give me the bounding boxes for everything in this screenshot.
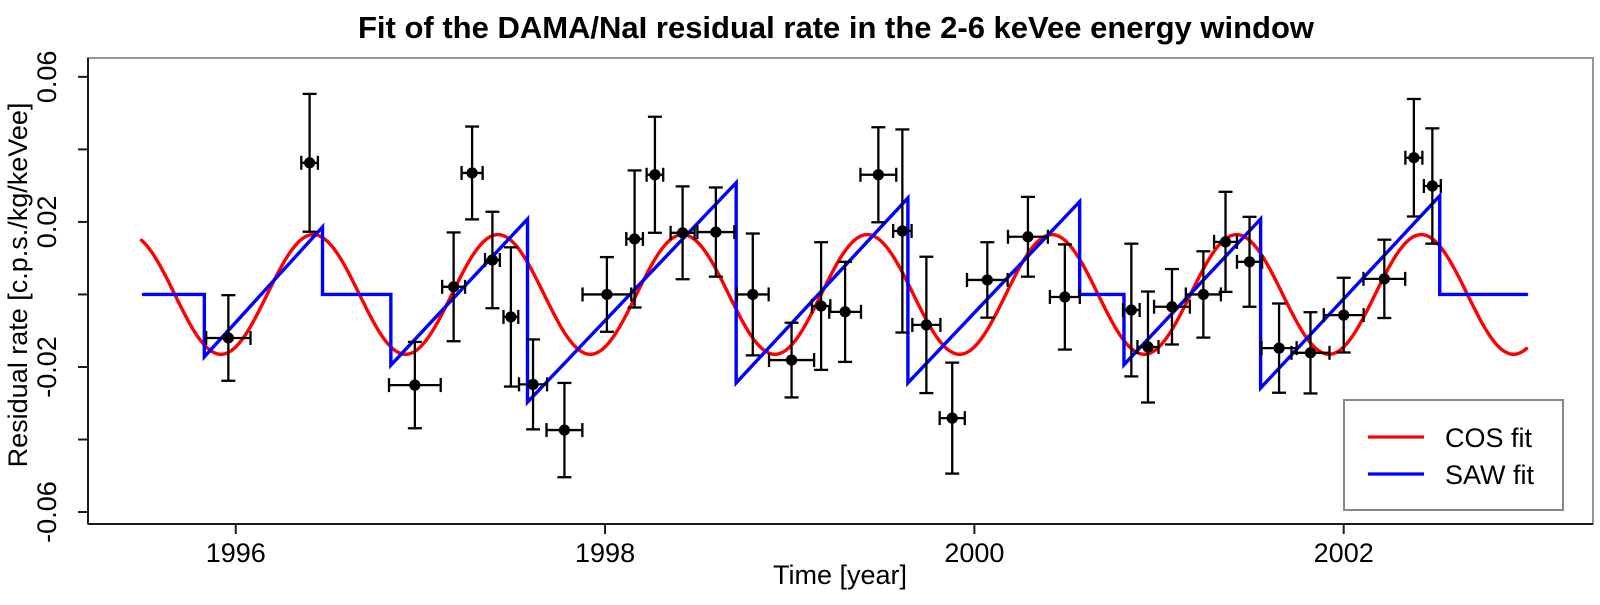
data-point-marker xyxy=(1022,231,1034,243)
data-point-marker xyxy=(1166,301,1178,313)
saw-fit-curve xyxy=(141,178,1529,407)
data-point-marker xyxy=(1219,236,1232,248)
data-point-marker xyxy=(486,254,499,266)
data-point-marker xyxy=(1338,309,1350,321)
data-point-marker xyxy=(1142,341,1154,353)
data-point xyxy=(1235,215,1264,308)
data-point xyxy=(300,92,320,233)
data-point-marker xyxy=(677,227,689,239)
data-point-marker xyxy=(649,169,661,181)
data-point xyxy=(1136,290,1160,404)
y-tick-label: -0.02 xyxy=(32,336,62,398)
y-tick-label: -0.06 xyxy=(32,481,62,543)
data-point-marker xyxy=(1125,304,1137,316)
data-point-marker xyxy=(710,226,722,238)
data-point-marker xyxy=(303,157,316,169)
data-point-marker xyxy=(1426,180,1438,192)
data-point xyxy=(810,241,832,372)
data-point-marker xyxy=(920,319,932,331)
data-point xyxy=(1184,250,1223,339)
data-point-marker xyxy=(747,288,759,301)
legend-cos-label: COS fit xyxy=(1445,423,1533,453)
data-point xyxy=(460,125,484,221)
data-points-layer xyxy=(205,92,1442,479)
data-point xyxy=(581,255,633,333)
y-axis-label: Residual rate [c.p.s./kg/keVee] xyxy=(3,103,33,468)
chart-title: Fit of the DAMA/NaI residual rate in the… xyxy=(358,10,1315,45)
data-point-marker xyxy=(1273,342,1285,354)
data-point xyxy=(767,321,816,399)
data-point xyxy=(387,340,442,430)
data-point-marker xyxy=(466,167,478,179)
y-tick-label: 0.06 xyxy=(32,51,62,104)
y-tick-label: 0.02 xyxy=(32,196,62,249)
data-point xyxy=(1212,190,1239,294)
data-point xyxy=(1006,195,1050,278)
data-point-marker xyxy=(1243,256,1256,268)
data-point-marker xyxy=(1197,288,1209,301)
legend-box xyxy=(1343,399,1564,511)
fit-curves-layer xyxy=(139,178,1529,407)
data-point xyxy=(911,255,942,395)
data-point-marker xyxy=(1378,273,1390,285)
data-point-marker xyxy=(785,354,798,366)
data-point-marker xyxy=(409,379,421,391)
data-point-marker xyxy=(601,288,613,301)
data-point-marker xyxy=(527,378,539,390)
x-tick-label: 2000 xyxy=(944,538,1004,568)
data-point-marker xyxy=(222,332,234,344)
data-point xyxy=(1048,243,1081,351)
data-point xyxy=(483,210,501,310)
data-point xyxy=(696,186,736,278)
data-point xyxy=(1260,302,1298,394)
data-point-marker xyxy=(981,274,993,286)
data-point xyxy=(502,246,520,388)
data-point-marker xyxy=(839,306,851,318)
data-point-marker xyxy=(1059,291,1071,303)
data-point-marker xyxy=(1408,152,1420,164)
data-point xyxy=(828,260,863,364)
legend: COS fit SAW fit xyxy=(1343,399,1564,511)
data-point-marker xyxy=(558,424,571,436)
data-point-marker xyxy=(505,311,517,323)
cos-fit-curve xyxy=(139,232,1529,356)
data-point-marker xyxy=(946,412,958,424)
data-point xyxy=(735,232,770,357)
data-point xyxy=(441,231,467,343)
data-point xyxy=(1404,97,1424,218)
data-point xyxy=(669,185,696,281)
x-tick-label: 1996 xyxy=(206,538,266,568)
data-point xyxy=(645,115,665,234)
axes-layer: 1996 1998 2000 2002 0.06 0.02 -0.02 -0.06 xyxy=(32,51,1593,568)
data-point xyxy=(545,381,584,479)
data-point xyxy=(938,361,966,475)
x-tick-label: 2002 xyxy=(1314,538,1374,568)
data-point-marker xyxy=(872,169,884,181)
legend-saw-label: SAW fit xyxy=(1445,460,1535,490)
x-tick-label: 1998 xyxy=(575,538,635,568)
data-point-marker xyxy=(448,281,460,293)
data-point xyxy=(1322,276,1365,354)
data-point xyxy=(517,338,549,431)
data-point-marker xyxy=(896,225,908,237)
data-point xyxy=(891,128,913,334)
data-point xyxy=(1121,242,1141,378)
data-point xyxy=(1362,238,1407,320)
x-axis-label: Time [year] xyxy=(773,560,907,590)
data-point xyxy=(965,241,1009,319)
data-point xyxy=(205,294,252,382)
data-point xyxy=(1422,127,1442,245)
data-point xyxy=(859,126,898,224)
data-point xyxy=(1152,267,1192,346)
data-point-marker xyxy=(629,233,641,245)
data-point-marker xyxy=(1304,347,1317,359)
data-point-marker xyxy=(815,300,827,312)
data-point xyxy=(1290,311,1331,395)
data-point xyxy=(625,169,645,309)
